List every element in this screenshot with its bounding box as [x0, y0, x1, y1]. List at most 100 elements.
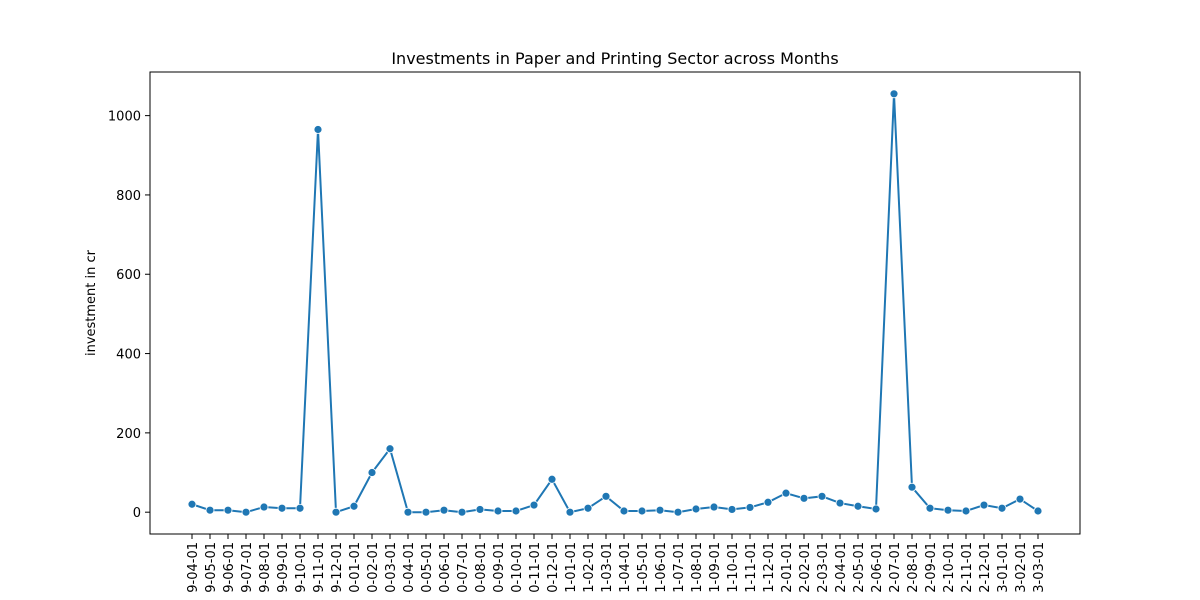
data-point — [187, 499, 197, 509]
x-tick-label: 1-11-01 — [744, 542, 759, 593]
x-tick-label: 1-03-01 — [600, 542, 615, 593]
data-point — [367, 468, 377, 477]
data-point — [727, 505, 737, 514]
x-tick-label: 1-04-01 — [618, 542, 633, 593]
x-tick-label: 2-10-01 — [942, 542, 957, 593]
data-point — [763, 497, 773, 507]
x-tick-label: 0-08-01 — [474, 542, 489, 593]
data-point — [961, 506, 971, 516]
data-point — [547, 474, 557, 484]
data-point — [223, 505, 233, 515]
x-tick-label: 9-08-01 — [258, 542, 273, 593]
x-tick-label: 0-07-01 — [456, 542, 471, 593]
y-tick-label: 800 — [116, 189, 141, 204]
x-tick-label: 1-10-01 — [726, 542, 741, 593]
x-tick-label: 1-06-01 — [654, 542, 669, 593]
x-tick-label: 9-09-01 — [276, 542, 291, 593]
data-point — [403, 507, 413, 517]
x-tick-label: 2-08-01 — [906, 542, 921, 593]
data-point — [385, 444, 395, 454]
x-tick-label: 0-12-01 — [546, 542, 561, 593]
data-point — [979, 500, 989, 510]
x-tick-label: 1-01-01 — [564, 542, 579, 593]
x-tick-label: 9-06-01 — [222, 542, 237, 593]
data-point — [799, 493, 809, 503]
data-point — [673, 507, 683, 517]
data-point — [655, 505, 665, 515]
x-tick-label: 2-09-01 — [924, 542, 939, 593]
data-point — [835, 498, 845, 508]
x-tick-label: 2-07-01 — [888, 542, 903, 593]
x-tick-label: 9-11-01 — [312, 542, 327, 593]
data-point — [277, 503, 287, 513]
x-tick-label: 1-08-01 — [690, 542, 705, 593]
x-tick-label: 0-06-01 — [438, 542, 453, 593]
data-point — [781, 488, 791, 498]
x-tick-label: 3-02-01 — [1014, 542, 1029, 593]
x-tick-label: 2-01-01 — [780, 542, 795, 593]
data-point — [709, 502, 719, 512]
x-tick-label: 2-06-01 — [870, 542, 885, 593]
x-tick-label: 0-09-01 — [492, 542, 507, 593]
data-point — [907, 482, 917, 492]
x-tick-label: 9-07-01 — [240, 542, 255, 593]
x-tick-label: 0-10-01 — [510, 542, 525, 593]
data-point — [295, 503, 305, 513]
x-axis: 9-04-01 9-05-01 9-06-01 9-07-01 9-08-01 9-09-… — [186, 534, 1047, 593]
x-tick-label: 2-11-01 — [960, 542, 975, 593]
data-point — [493, 506, 503, 516]
data-point — [925, 503, 935, 513]
data-point — [637, 506, 647, 516]
x-tick-label: 9-12-01 — [330, 542, 345, 593]
x-tick-label: 2-03-01 — [816, 542, 831, 593]
data-point — [997, 503, 1007, 513]
data-point — [943, 505, 953, 515]
x-tick-label: 2-12-01 — [978, 542, 993, 593]
x-tick-label: 2-02-01 — [798, 542, 813, 593]
data-point — [691, 504, 701, 514]
data-point — [421, 507, 431, 517]
data-point — [241, 507, 251, 517]
data-point — [565, 507, 575, 517]
data-point — [349, 501, 359, 511]
x-tick-label: 0-05-01 — [420, 542, 435, 593]
data-point — [1033, 506, 1043, 516]
y-axis-label: investment in cr — [84, 249, 99, 356]
data-point — [889, 89, 899, 99]
x-tick-label: 2-04-01 — [834, 542, 849, 593]
data-point — [511, 506, 521, 516]
data-point — [583, 503, 593, 513]
y-tick-label: 0 — [133, 506, 141, 521]
data-point — [817, 491, 827, 501]
x-tick-label: 0-11-01 — [528, 542, 543, 593]
x-tick-label: 3-01-01 — [996, 542, 1011, 593]
x-tick-label: 9-10-01 — [294, 542, 309, 593]
x-tick-label: 0-02-01 — [366, 542, 381, 593]
x-tick-label: 1-12-01 — [762, 542, 777, 593]
plot-frame — [149, 71, 1081, 535]
data-point — [619, 506, 629, 516]
x-tick-label: 3-03-01 — [1032, 542, 1047, 593]
x-tick-label: 1-02-01 — [582, 542, 597, 593]
data-points — [187, 89, 1043, 517]
data-point — [475, 505, 485, 514]
data-point — [205, 505, 215, 515]
x-tick-label: 2-05-01 — [852, 542, 867, 593]
data-point — [601, 491, 611, 501]
y-tick-label: 1000 — [108, 110, 141, 125]
x-tick-label: 9-04-01 — [186, 542, 201, 593]
x-tick-label: 1-07-01 — [672, 542, 687, 593]
series-line — [191, 93, 1039, 514]
data-point — [439, 505, 449, 515]
x-tick-label: 0-03-01 — [384, 542, 399, 593]
y-axis: 0 200 400 600 800 1000 — [108, 110, 150, 521]
data-point — [457, 507, 467, 517]
data-point — [313, 125, 323, 134]
data-point — [871, 504, 881, 514]
data-point — [1015, 494, 1025, 504]
data-point — [529, 500, 539, 510]
x-tick-label: 1-05-01 — [636, 542, 651, 593]
y-tick-label: 400 — [116, 348, 141, 363]
x-tick-label: 0-04-01 — [402, 542, 417, 593]
